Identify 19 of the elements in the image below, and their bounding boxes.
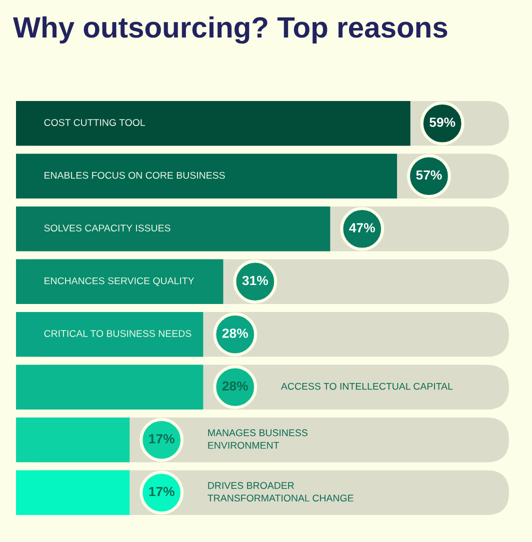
data-label: 47% — [349, 223, 375, 232]
y-tick-label: MANAGES BUSINESS ENVIRONMENT — [208, 429, 308, 449]
data-label: 17% — [149, 434, 174, 444]
data-label: 28% — [222, 381, 248, 391]
data-label: 17% — [149, 486, 174, 496]
bar — [16, 417, 130, 462]
data-label: 57% — [416, 170, 442, 180]
bar — [16, 470, 130, 516]
y-tick-label: CRITICAL TO BUSINESS NEEDS — [44, 330, 192, 337]
y-tick-label: ENABLES FOCUS ON CORE BUSINESS — [44, 172, 225, 179]
data-label: 28% — [222, 328, 248, 338]
chart-title: Why outsourcing? Top reasons — [13, 16, 448, 44]
y-tick-label: ENCHANCES SERVICE QUALITY — [44, 277, 194, 286]
data-label: 59% — [430, 118, 456, 127]
y-tick-label: SOLVES CAPACITY ISSUES — [44, 224, 170, 232]
data-label: 31% — [242, 276, 268, 286]
y-tick-label: DRIVES BROADER TRANSFORMATIONAL CHANGE — [208, 482, 354, 502]
y-tick-label: COST CUTTING TOOL — [44, 119, 146, 126]
y-tick-label: ACCESS TO INTELLECTUAL CAPITAL — [280, 382, 453, 390]
